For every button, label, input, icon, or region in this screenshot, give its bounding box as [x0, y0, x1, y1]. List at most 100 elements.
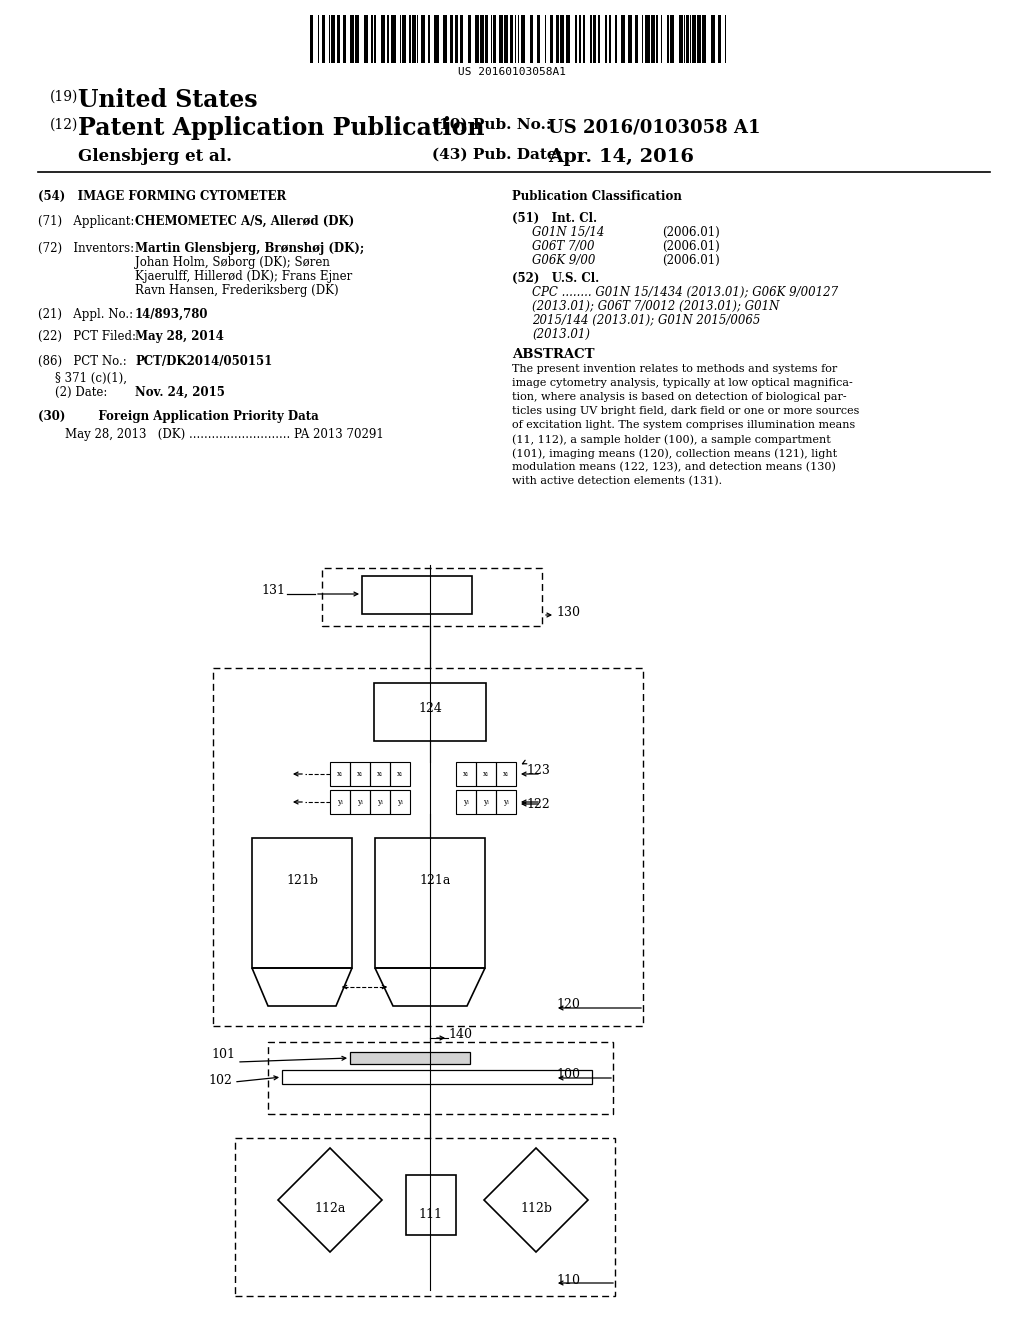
Text: (51)   Int. Cl.: (51) Int. Cl.: [512, 213, 597, 224]
Bar: [322, 568, 542, 626]
Text: yᵢ: yᵢ: [357, 799, 362, 807]
Bar: [494, 15, 497, 63]
Bar: [317, 15, 318, 63]
Text: xᵢ: xᵢ: [503, 770, 509, 777]
Text: of excitation light. The system comprises illumination means: of excitation light. The system comprise…: [512, 420, 855, 430]
Bar: [692, 15, 695, 63]
Bar: [529, 15, 532, 63]
Text: (11, 112), a sample holder (100), a sample compartment: (11, 112), a sample holder (100), a samp…: [512, 434, 830, 445]
Bar: [475, 15, 479, 63]
Text: Patent Application Publication: Patent Application Publication: [78, 116, 484, 140]
Bar: [609, 15, 611, 63]
Text: 110: 110: [556, 1274, 580, 1287]
Text: § 371 (c)(1),: § 371 (c)(1),: [55, 372, 127, 385]
Bar: [268, 1041, 613, 1114]
Bar: [538, 15, 541, 63]
Bar: [590, 15, 592, 63]
Bar: [690, 15, 691, 63]
Bar: [434, 15, 438, 63]
Text: 102: 102: [208, 1073, 232, 1086]
Text: CHEMOMETEC A/S, Allerød (DK): CHEMOMETEC A/S, Allerød (DK): [135, 215, 354, 228]
Text: (2006.01): (2006.01): [662, 253, 720, 267]
Bar: [515, 15, 516, 63]
Text: (10) Pub. No.:: (10) Pub. No.:: [432, 117, 552, 132]
Bar: [635, 15, 638, 63]
Text: Kjaerulff, Hillerød (DK); Frans Ejner: Kjaerulff, Hillerød (DK); Frans Ejner: [135, 271, 352, 282]
Text: (19): (19): [50, 90, 79, 104]
Bar: [650, 15, 655, 63]
Bar: [234, 1138, 615, 1296]
Text: The present invention relates to methods and systems for: The present invention relates to methods…: [512, 364, 838, 374]
Text: (71)   Applicant:: (71) Applicant:: [38, 215, 142, 228]
Text: Publication Classification: Publication Classification: [512, 190, 682, 203]
Bar: [442, 15, 447, 63]
Bar: [725, 15, 726, 63]
Bar: [718, 15, 722, 63]
Text: CPC ........ G01N 15/1434 (2013.01); G06K 9/00127: CPC ........ G01N 15/1434 (2013.01); G06…: [532, 286, 838, 300]
Text: (2013.01); G06T 7/0012 (2013.01); G01N: (2013.01); G06T 7/0012 (2013.01); G01N: [532, 300, 779, 313]
Bar: [310, 15, 313, 63]
Bar: [322, 15, 325, 63]
Bar: [480, 15, 483, 63]
Bar: [667, 15, 669, 63]
Text: (54)   IMAGE FORMING CYTOMETER: (54) IMAGE FORMING CYTOMETER: [38, 190, 287, 203]
Text: xᵢ: xᵢ: [377, 770, 383, 777]
Bar: [550, 15, 553, 63]
Bar: [350, 1052, 470, 1064]
Bar: [496, 789, 516, 814]
Text: (22)   PCT Filed:: (22) PCT Filed:: [38, 330, 143, 343]
Text: ticles using UV bright field, dark field or one or more sources: ticles using UV bright field, dark field…: [512, 407, 859, 416]
Bar: [684, 15, 685, 63]
Text: May 28, 2014: May 28, 2014: [135, 330, 224, 343]
Bar: [518, 15, 519, 63]
Bar: [350, 762, 370, 785]
Bar: [330, 15, 331, 63]
Bar: [349, 15, 354, 63]
Text: yᵢ: yᵢ: [463, 799, 469, 807]
Text: xᵢ: xᵢ: [357, 770, 362, 777]
Bar: [670, 15, 674, 63]
Bar: [422, 15, 425, 63]
Bar: [343, 15, 346, 63]
Text: 140: 140: [449, 1028, 472, 1041]
Bar: [560, 15, 564, 63]
Bar: [679, 15, 683, 63]
Bar: [406, 1175, 456, 1236]
Bar: [375, 15, 377, 63]
Bar: [598, 15, 600, 63]
Bar: [574, 15, 577, 63]
Text: Johan Holm, Søborg (DK); Søren: Johan Holm, Søborg (DK); Søren: [135, 256, 330, 269]
Bar: [615, 15, 617, 63]
Text: tion, where analysis is based on detection of biological par-: tion, where analysis is based on detecti…: [512, 392, 847, 403]
Bar: [702, 15, 707, 63]
Bar: [362, 576, 472, 614]
Text: yᵢ: yᵢ: [337, 799, 343, 807]
Bar: [390, 762, 410, 785]
Text: 124: 124: [418, 701, 442, 714]
Bar: [628, 15, 633, 63]
Text: 112a: 112a: [314, 1201, 346, 1214]
Text: 111: 111: [418, 1209, 442, 1221]
Bar: [370, 762, 390, 785]
Text: (72)   Inventors:: (72) Inventors:: [38, 242, 141, 255]
Bar: [417, 15, 418, 63]
Text: 100: 100: [556, 1068, 580, 1081]
Text: (21)   Appl. No.:: (21) Appl. No.:: [38, 308, 140, 321]
Bar: [451, 15, 453, 63]
Text: 121a: 121a: [419, 874, 451, 887]
Text: (101), imaging means (120), collection means (121), light: (101), imaging means (120), collection m…: [512, 447, 838, 458]
Bar: [455, 15, 458, 63]
Bar: [282, 1071, 592, 1084]
Bar: [364, 15, 368, 63]
Text: (2006.01): (2006.01): [662, 240, 720, 253]
Bar: [213, 668, 643, 1026]
Text: 101: 101: [211, 1048, 234, 1061]
Bar: [371, 15, 373, 63]
Bar: [642, 15, 643, 63]
Bar: [492, 15, 493, 63]
Text: yᵢ: yᵢ: [483, 799, 488, 807]
Bar: [428, 15, 430, 63]
Text: (2006.01): (2006.01): [662, 226, 720, 239]
Bar: [330, 762, 350, 785]
Bar: [656, 15, 658, 63]
